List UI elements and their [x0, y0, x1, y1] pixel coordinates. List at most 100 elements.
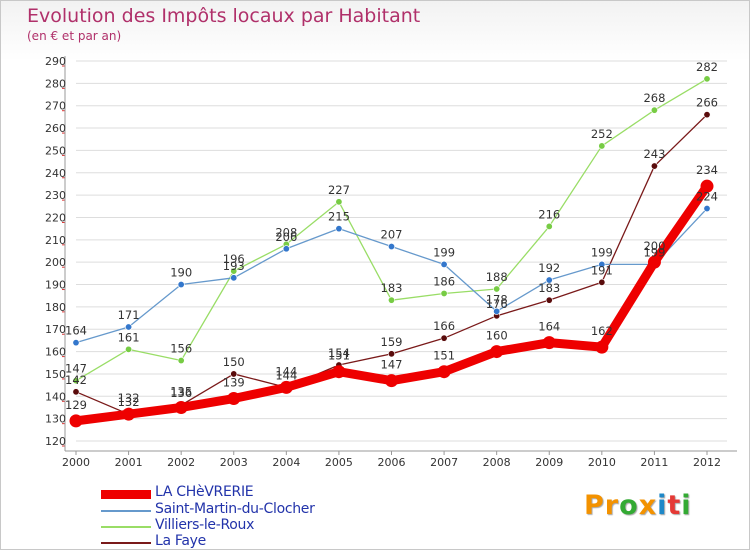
- data-point: [493, 307, 501, 315]
- data-label: 216: [538, 207, 560, 221]
- legend-swatch-villiers: [101, 526, 151, 528]
- data-label: 183: [538, 281, 560, 295]
- y-tick-label: 190: [45, 279, 66, 292]
- data-label: 144: [275, 368, 297, 382]
- y-tick-label: 140: [45, 390, 66, 403]
- data-point: [542, 336, 556, 350]
- data-point: [700, 179, 714, 193]
- data-label: 129: [65, 398, 87, 412]
- y-tick-labels: 120 130 140 150 160 170 180 190 200 210 220 230 240 2…: [45, 55, 66, 448]
- y-tick-label: 240: [45, 167, 66, 180]
- data-label: 243: [643, 147, 665, 161]
- data-label: 156: [170, 342, 192, 356]
- data-point: [703, 205, 711, 213]
- data-label: 199: [643, 245, 665, 259]
- axes: [62, 56, 737, 455]
- data-point: [335, 198, 343, 206]
- y-tick-label: 250: [45, 144, 66, 157]
- y-tick-label: 160: [45, 346, 66, 359]
- data-point: [598, 278, 606, 286]
- y-tick-label: 220: [45, 211, 66, 224]
- legend-swatch-saint-martin: [101, 510, 151, 512]
- data-point: [545, 296, 553, 304]
- data-labels: 142 132 136 150 144 154 159 166 176 183 191 243 266 1…: [65, 60, 718, 412]
- data-label: 162: [591, 324, 613, 338]
- data-label: 206: [275, 230, 297, 244]
- series-markers: [69, 75, 714, 428]
- data-label: 193: [223, 259, 245, 273]
- y-tick-label: 150: [45, 368, 66, 381]
- data-label: 266: [696, 96, 718, 110]
- data-point: [703, 111, 711, 119]
- data-point: [122, 407, 136, 421]
- data-label: 135: [170, 384, 192, 398]
- data-label: 176: [486, 297, 508, 311]
- x-tick-label: 2010: [588, 456, 616, 469]
- data-point: [125, 323, 133, 331]
- data-label: 208: [275, 225, 297, 239]
- legend-swatch-la-chevrerie: [101, 490, 151, 499]
- data-point: [230, 370, 238, 378]
- data-label: 161: [118, 330, 140, 344]
- data-label: 151: [433, 349, 455, 363]
- proxiti-logo: Proxiti: [584, 490, 692, 521]
- data-label: 150: [223, 355, 245, 369]
- data-label: 188: [486, 270, 508, 284]
- data-point: [72, 388, 80, 396]
- y-tick-label: 170: [45, 323, 66, 336]
- data-label: 147: [381, 358, 403, 372]
- data-point: [440, 334, 448, 342]
- data-point: [230, 274, 238, 282]
- x-tick-label: 2009: [535, 456, 563, 469]
- data-label: 151: [328, 349, 350, 363]
- data-point: [177, 357, 185, 365]
- data-point: [650, 162, 658, 170]
- x-tick-label: 2002: [167, 456, 195, 469]
- y-tick-label: 260: [45, 122, 66, 135]
- data-point: [545, 276, 553, 284]
- y-tick-label: 290: [45, 55, 66, 68]
- legend-label: LA CHèVRERIE: [155, 484, 254, 500]
- data-label: 207: [381, 228, 403, 242]
- data-point: [595, 340, 609, 354]
- legend-label: La Faye: [155, 533, 206, 549]
- data-label: 132: [118, 395, 140, 409]
- x-tick-label: 2011: [640, 456, 668, 469]
- data-label: 196: [223, 252, 245, 266]
- data-label: 234: [696, 163, 718, 177]
- data-label: 183: [381, 281, 403, 295]
- x-tick-label: 2003: [220, 456, 248, 469]
- logo-letter: i: [657, 490, 668, 521]
- data-point: [125, 345, 133, 353]
- data-point: [174, 400, 188, 414]
- data-point: [490, 345, 504, 359]
- data-label: 132: [118, 391, 140, 405]
- y-tick-label: 210: [45, 234, 66, 247]
- data-point: [387, 243, 395, 251]
- data-label: 186: [433, 274, 455, 288]
- data-point: [440, 289, 448, 297]
- x-tick-label: 2012: [693, 456, 721, 469]
- data-label: 159: [381, 335, 403, 349]
- x-tick-label: 2001: [115, 456, 143, 469]
- data-point: [598, 260, 606, 268]
- y-tick-label: 230: [45, 189, 66, 202]
- x-tick-label: 2008: [483, 456, 511, 469]
- data-label: 200: [643, 239, 665, 253]
- logo-letter: i: [681, 490, 692, 521]
- data-point: [440, 260, 448, 268]
- legend-label: Saint-Martin-du-Clocher: [155, 501, 315, 517]
- logo-letter: P: [584, 490, 605, 521]
- x-tick-label: 2004: [272, 456, 300, 469]
- data-label: 164: [538, 320, 560, 334]
- logo-letter: t: [667, 490, 682, 521]
- x-tick-labels: 2000 2001 2002 2003 2004 2005 2006 2007 2008 2009…: [62, 456, 721, 469]
- data-point: [703, 75, 711, 83]
- data-point: [650, 106, 658, 114]
- data-point: [437, 365, 451, 379]
- x-tick-label: 2000: [62, 456, 90, 469]
- data-point: [647, 255, 661, 269]
- data-point: [387, 296, 395, 304]
